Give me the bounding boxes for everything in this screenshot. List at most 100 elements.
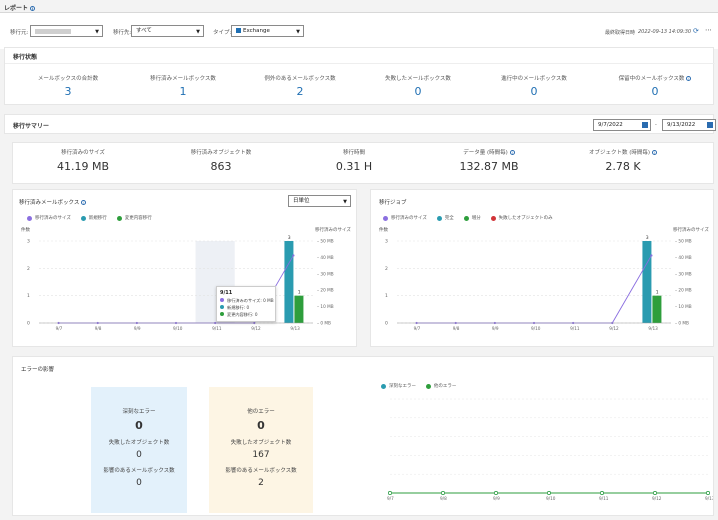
type-dropdown[interactable]: Exchange ▼	[231, 25, 304, 37]
bar-data-label: 1	[656, 290, 659, 296]
inprogress-mailboxes-value[interactable]: 0	[530, 85, 538, 98]
source-label: 移行元:	[10, 30, 29, 36]
migrated-mailboxes-chart[interactable]: 件数 移行済みのサイズ 0 1 2 3 – 0 MB – 10 MB – 20 MB – 30 M…	[13, 223, 358, 343]
y2-tick-label: – 50 MB	[675, 239, 692, 244]
legend-item[interactable]: 深刻なエラー	[381, 383, 416, 389]
y2-tick-label: – 20 MB	[317, 288, 334, 293]
migration-summary-title: 移行サマリー	[13, 123, 50, 130]
x-tick-label: 9/10	[173, 326, 183, 331]
data-per-hour-value: 132.87 MB	[459, 160, 519, 173]
legend-dot	[80, 215, 86, 221]
date-to-picker[interactable]: 9/13/2022	[662, 119, 716, 131]
source-dropdown[interactable]: ▼	[30, 25, 103, 37]
bar-data-label: 1	[298, 290, 301, 296]
legend-item[interactable]: 移行済みのサイズ	[383, 215, 427, 221]
line-point	[547, 491, 551, 495]
legend-item[interactable]: 失敗したオブジェクトのみ	[490, 215, 553, 221]
line-point	[600, 491, 604, 495]
refresh-icon[interactable]: ⟳	[693, 27, 699, 35]
legend-item[interactable]: 変更内容移行	[116, 215, 152, 221]
migration-status-title: 移行状態	[13, 54, 38, 61]
other-error-count: 0	[257, 419, 265, 432]
exception-mailboxes-value[interactable]: 2	[296, 85, 304, 98]
tooltip-dot	[220, 298, 224, 302]
x-tick-label: 9/10	[546, 496, 556, 501]
migrated-mailboxes-title: 移行済みメールボックス i	[19, 198, 87, 206]
legend-label: 深刻なエラー	[389, 384, 416, 389]
bar	[652, 295, 662, 323]
chevron-down-icon: ▼	[343, 199, 347, 205]
legend-item[interactable]: 新規移行	[80, 215, 107, 221]
y-tick-label: 0	[27, 321, 30, 327]
info-icon[interactable]: i	[686, 76, 692, 81]
migrated-mailboxes-title-text: 移行済みメールボックス	[19, 200, 80, 206]
y-tick-label: 1	[27, 293, 30, 299]
migrated-size-value: 41.19 MB	[56, 160, 110, 173]
migration-summary-header: 移行サマリー 9/7/2022 - 9/13/2022	[4, 114, 716, 134]
data-per-hour-label: データ量 (時間毎) i	[429, 148, 549, 156]
y-axis-label: 件数	[21, 226, 30, 233]
severe-error-title: 深刻なエラー	[122, 409, 156, 415]
migrated-size-label: 移行済みのサイズ	[61, 150, 105, 156]
tooltip-line-text: 変更内容移行: 0	[227, 312, 258, 317]
failed-mailboxes-value[interactable]: 0	[414, 85, 422, 98]
tooltip-line: 移行済みのサイズ: 0 MB	[220, 298, 274, 304]
legend-label: 移行済みのサイズ	[391, 216, 427, 221]
date-from-picker[interactable]: 9/7/2022	[593, 119, 651, 131]
migrated-objects-value: 863	[210, 160, 232, 173]
line-point	[494, 491, 498, 495]
more-icon[interactable]: ⋯	[705, 26, 712, 34]
migrated-mailboxes-label: 移行済みメールボックス数	[150, 76, 216, 82]
x-tick-label: 9/12	[251, 326, 261, 331]
info-icon[interactable]: i	[30, 6, 36, 11]
info-icon[interactable]: i	[81, 200, 87, 205]
line-point	[653, 491, 657, 495]
migrated-mailboxes-value[interactable]: 1	[179, 85, 187, 98]
severe-affected-mailboxes-value: 0	[136, 478, 142, 488]
objects-per-hour-label: オブジェクト数 (時間毎) i	[563, 148, 683, 156]
migration-jobs-chart[interactable]: 件数 移行済みのサイズ 0 1 2 3 – 0 MB – 10 MB – 20 MB – 30 M…	[371, 223, 715, 343]
bar-data-label: 3	[288, 235, 291, 241]
dest-dropdown[interactable]: すべて ▼	[131, 25, 204, 37]
granularity-value: 日単位	[293, 198, 310, 204]
legend-label: 増分	[471, 216, 481, 221]
y2-tick-label: – 30 MB	[317, 271, 334, 276]
calendar-icon	[707, 122, 713, 128]
objects-per-hour-value: 2.78 K	[605, 160, 641, 173]
legend-dot	[383, 215, 388, 221]
dest-label: 移行先:	[113, 30, 132, 36]
job-chart-legend: 移行済みのサイズ 完全 増分 失敗したオブジェクトのみ	[383, 215, 561, 223]
legend-item[interactable]: 増分	[463, 215, 481, 221]
x-tick-label: 9/9	[493, 496, 500, 501]
chevron-down-icon: ▼	[196, 29, 200, 35]
pending-mailboxes-value[interactable]: 0	[651, 85, 659, 98]
x-tick-label: 9/8	[95, 326, 102, 331]
severe-failed-objects-label: 失敗したオブジェクト数	[108, 440, 170, 446]
last-fetched-label: 最終取得日時	[605, 30, 636, 36]
other-error-title: 他のエラー	[247, 409, 275, 415]
legend-label: 他のエラー	[433, 384, 457, 389]
x-tick-label: 9/13	[648, 326, 658, 331]
legend-item[interactable]: 他のエラー	[425, 383, 457, 389]
x-tick-label: 9/12	[652, 496, 662, 501]
tooltip-line-text: 新規移行: 0	[227, 305, 250, 310]
severe-error-count: 0	[135, 419, 143, 432]
legend-item[interactable]: 移行済みのサイズ	[27, 215, 71, 221]
legend-dot	[425, 383, 431, 389]
granularity-dropdown[interactable]: 日単位 ▼	[288, 195, 351, 207]
total-mailboxes-value[interactable]: 3	[64, 85, 72, 98]
x-tick-label: 9/8	[453, 326, 460, 331]
info-icon[interactable]: i	[652, 150, 658, 155]
chart-tooltip: 9/11 移行済みのサイズ: 0 MB 新規移行: 0 変更内容移行: 0	[216, 286, 276, 322]
failed-mailboxes-label: 失敗したメールボックス数	[385, 76, 451, 82]
page-title-text: レポート	[4, 5, 29, 12]
info-icon[interactable]: i	[509, 150, 515, 155]
error-impact-chart[interactable]: 9/7 9/8 9/9 9/10 9/11 9/12 9/13	[368, 393, 713, 511]
tooltip-dot	[220, 305, 224, 309]
summary-metrics-card: 移行済みのサイズ 41.19 MB 移行済みオブジェクト数 863 移行時間 0…	[12, 142, 714, 184]
migration-time-value: 0.31 H	[335, 160, 373, 173]
line-point	[706, 491, 710, 495]
migrated-objects-label: 移行済みオブジェクト数	[190, 150, 252, 156]
legend-item[interactable]: 完全	[436, 215, 454, 221]
legend-label: 新規移行	[88, 216, 107, 221]
